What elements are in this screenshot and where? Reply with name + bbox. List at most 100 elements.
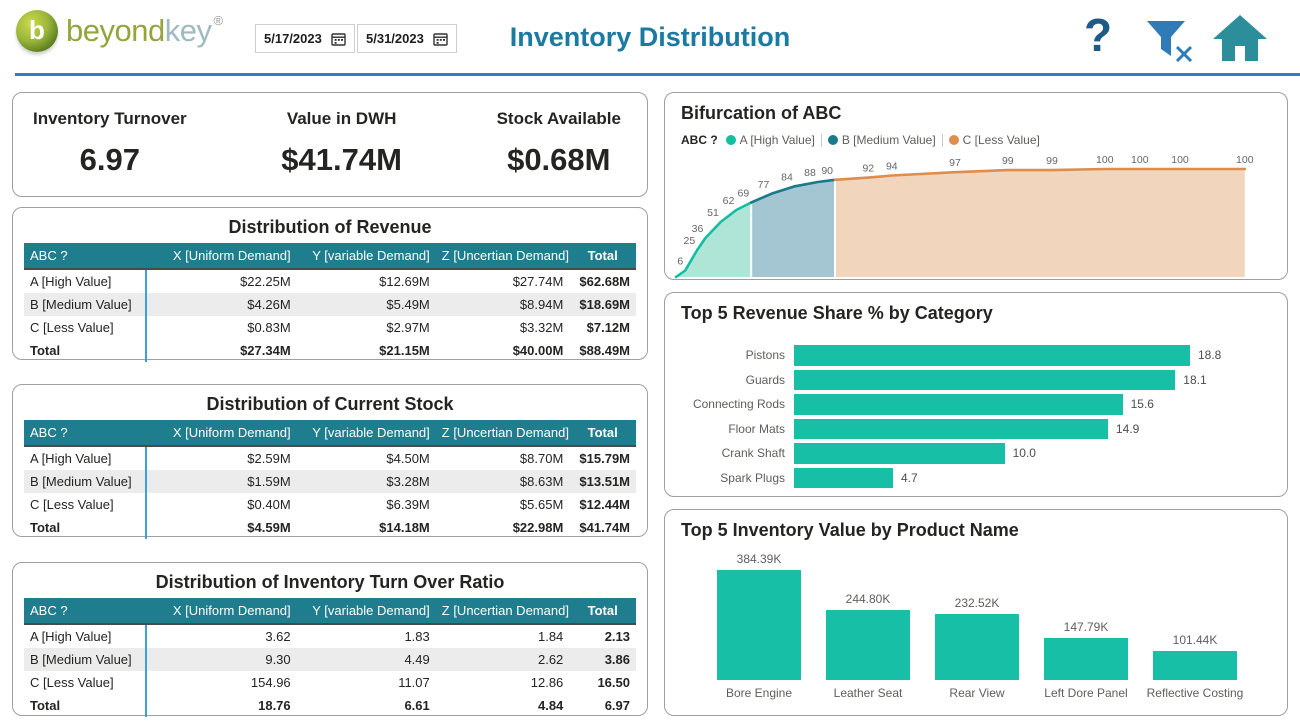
table-row[interactable]: A [High Value] $22.25M $12.69M $27.74M $62.6… (24, 269, 636, 293)
table-row[interactable]: C [Less Value] $0.40M $6.39M $5.65M $12.44M (24, 493, 636, 516)
table-cell[interactable]: 2.13 (604, 629, 630, 644)
table-cell[interactable]: B [Medium Value] (30, 474, 132, 489)
table-cell[interactable]: $62.68M (579, 274, 630, 289)
table-cell[interactable]: $2.59M (145, 446, 297, 470)
table-cell[interactable]: $8.94M (519, 297, 564, 312)
table-cell[interactable]: $5.65M (519, 497, 564, 512)
pareto-area-B[interactable] (751, 179, 835, 277)
table-row[interactable]: A [High Value] 3.62 1.83 1.84 2.13 (24, 624, 636, 648)
table-row[interactable]: B [Medium Value] $4.26M $5.49M $8.94M $18.69… (24, 293, 636, 316)
bar[interactable] (1044, 637, 1128, 680)
table-cell[interactable]: Total (30, 520, 61, 535)
table-cell[interactable]: $15.79M (579, 451, 630, 466)
table-cell[interactable]: 16.50 (597, 675, 630, 690)
table-cell[interactable]: $21.15M (379, 343, 430, 358)
table-cell[interactable]: C [Less Value] (30, 497, 114, 512)
table-row[interactable]: C [Less Value] 154.96 11.07 12.86 16.50 (24, 671, 636, 694)
table-cell[interactable]: B [Medium Value] (30, 652, 132, 667)
table-cell[interactable]: B [Medium Value] (30, 297, 132, 312)
table-cell[interactable]: $0.83M (145, 316, 297, 339)
legend-separator (941, 133, 943, 147)
table-cell[interactable]: $3.28M (386, 474, 430, 489)
bar[interactable] (1153, 651, 1237, 680)
table-cell[interactable]: 6.97 (604, 698, 630, 713)
table-cell[interactable]: $22.98M (512, 520, 564, 535)
bar[interactable] (717, 570, 801, 680)
pareto-area-A[interactable] (676, 202, 752, 278)
table-cell[interactable]: $4.26M (145, 293, 297, 316)
table-cell[interactable]: $12.69M (379, 274, 430, 289)
table-cell[interactable]: $88.49M (579, 343, 630, 358)
column-header: Z [Uncertian Demand] (435, 420, 570, 447)
table-cell[interactable]: C [Less Value] (30, 320, 114, 335)
pareto-area-C[interactable] (835, 169, 1245, 277)
table-row[interactable]: C [Less Value] $0.83M $2.97M $3.32M $7.12M (24, 316, 636, 339)
table-cell[interactable]: $8.63M (519, 474, 564, 489)
table-cell[interactable]: $3.32M (519, 320, 564, 335)
table-row[interactable]: Total $4.59M $14.18M $22.98M $41.74M (24, 516, 636, 539)
table-cell[interactable]: $5.49M (386, 297, 430, 312)
table-cell[interactable]: 9.30 (145, 648, 297, 671)
table-cell[interactable]: $4.59M (145, 516, 297, 539)
table-cell[interactable]: $40.00M (512, 343, 564, 358)
table-cell[interactable]: A [High Value] (30, 451, 112, 466)
table-cell[interactable]: Total (30, 343, 61, 358)
bar[interactable] (826, 609, 910, 680)
table-row[interactable]: A [High Value] $2.59M $4.50M $8.70M $15.79M (24, 446, 636, 470)
table-cell[interactable]: 3.86 (604, 652, 630, 667)
table-row[interactable]: B [Medium Value] $1.59M $3.28M $8.63M $13.51… (24, 470, 636, 493)
table-cell[interactable]: 154.96 (145, 671, 297, 694)
help-icon[interactable]: ? (1084, 9, 1113, 61)
legend-item[interactable]: C [Less Value] (948, 133, 1040, 147)
table-cell[interactable]: $1.59M (145, 470, 297, 493)
table-cell[interactable]: $12.44M (579, 497, 630, 512)
data-point-label: 92 (862, 163, 874, 175)
calendar-icon[interactable] (331, 32, 346, 46)
bar[interactable] (794, 467, 893, 488)
table-cell[interactable]: $13.51M (579, 474, 630, 489)
table-row[interactable]: Total $27.34M $21.15M $40.00M $88.49M (24, 339, 636, 362)
table-cell[interactable]: $0.40M (145, 493, 297, 516)
bar[interactable] (794, 443, 1005, 464)
table-cell[interactable]: A [High Value] (30, 629, 112, 644)
bar[interactable] (794, 394, 1123, 415)
table-cell[interactable]: $18.69M (579, 297, 630, 312)
table-cell[interactable]: 3.62 (145, 624, 297, 648)
table-cell[interactable]: $22.25M (145, 269, 297, 293)
table-cell[interactable]: 1.84 (537, 629, 564, 644)
table-cell[interactable]: 12.86 (530, 675, 564, 690)
table-cell[interactable]: $27.34M (145, 339, 297, 362)
calendar-icon[interactable] (433, 32, 448, 46)
table-cell[interactable]: 1.83 (404, 629, 430, 644)
date-from-input[interactable]: 5/17/2023 (255, 24, 355, 53)
table-cell[interactable]: $2.97M (386, 320, 430, 335)
home-icon[interactable] (1212, 13, 1268, 66)
table-cell[interactable]: $7.12M (586, 320, 630, 335)
date-to-input[interactable]: 5/31/2023 (357, 24, 457, 53)
table-cell[interactable]: $41.74M (579, 520, 630, 535)
bar[interactable] (794, 418, 1108, 439)
legend-item[interactable]: B [Medium Value] (827, 133, 936, 147)
table-cell[interactable]: C [Less Value] (30, 675, 114, 690)
table-cell[interactable]: $6.39M (386, 497, 430, 512)
table-cell[interactable]: $14.18M (379, 520, 430, 535)
bar[interactable] (935, 613, 1019, 680)
table-cell[interactable]: $27.74M (512, 274, 564, 289)
bar[interactable] (794, 345, 1190, 366)
table-row[interactable]: Total 18.76 6.61 4.84 6.97 (24, 694, 636, 717)
table-cell[interactable]: A [High Value] (30, 274, 112, 289)
table-cell[interactable]: 4.49 (404, 652, 430, 667)
table-cell[interactable]: 6.61 (404, 698, 430, 713)
table-cell[interactable]: 18.76 (145, 694, 297, 717)
table-cell[interactable]: 11.07 (398, 675, 430, 690)
clear-filter-icon[interactable] (1146, 20, 1198, 65)
kpi-inventory-turnover: Inventory Turnover 6.97 (33, 109, 187, 178)
table-row[interactable]: B [Medium Value] 9.30 4.49 2.62 3.86 (24, 648, 636, 671)
table-cell[interactable]: 4.84 (537, 698, 564, 713)
legend-item[interactable]: A [High Value] (725, 133, 815, 147)
bar[interactable] (794, 369, 1176, 390)
table-cell[interactable]: $4.50M (386, 451, 430, 466)
table-cell[interactable]: 2.62 (537, 652, 564, 667)
table-cell[interactable]: Total (30, 698, 61, 713)
table-cell[interactable]: $8.70M (519, 451, 564, 466)
